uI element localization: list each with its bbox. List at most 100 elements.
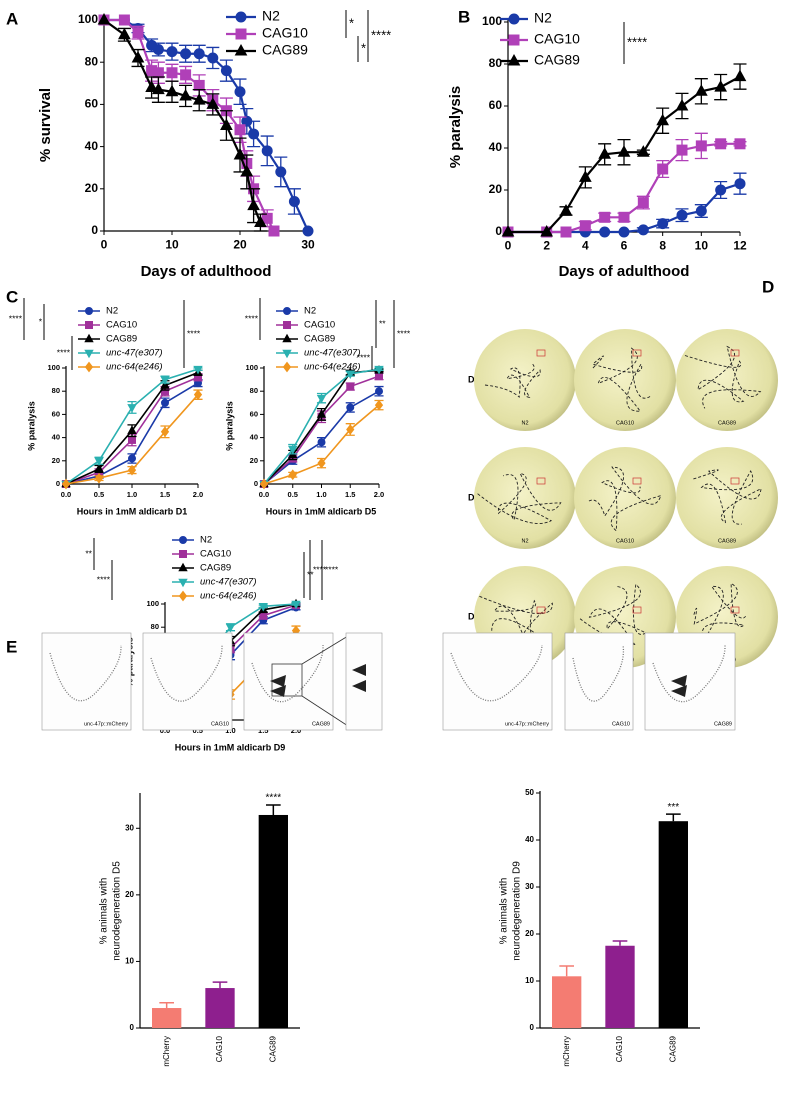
marker [375,387,383,396]
legend-marker [235,11,247,23]
x-axis-label: Hours in 1mM aldicarb D9 [175,742,286,752]
marker [247,198,260,211]
marker [259,478,269,490]
marker [676,144,688,156]
marker [657,218,669,230]
significance-label: **** [245,313,259,323]
marker [61,478,71,490]
significance-label: ** [85,548,92,558]
marker [261,212,273,224]
x-tick-label: CAG89 [668,1035,677,1062]
y-axis-label: neurodegeneration D5 [112,861,123,961]
marker [599,211,611,223]
arrowhead [270,685,286,697]
y-tick-label: 0 [130,1023,135,1032]
marker [345,370,355,380]
x-axis-label: Days of adulthood [559,263,690,280]
legend-marker [508,13,520,25]
marker [193,48,205,60]
neuron-image [243,632,334,731]
marker [180,48,192,60]
x-tick-label: mCherry [562,1036,571,1067]
image-frame [41,632,132,731]
legend-label: unc-64(e246) [106,362,163,373]
marker [127,404,137,413]
y-tick-label: 60 [85,97,99,111]
significance-label: **** [627,34,647,49]
significance-label: **** [57,347,71,357]
image-label: unc-47p::mCherry [505,721,549,727]
row-label: D5 [468,492,480,502]
y-axis-label: % paralysis [26,401,36,451]
x-tick-label: 1.0 [316,490,326,499]
y-axis-label: % animals with [99,878,110,945]
inset-connector [301,635,349,665]
legend-label: CAG89 [304,334,335,345]
legend-label: CAG89 [200,563,231,574]
marker [128,454,136,463]
marker [127,425,137,434]
arrowhead [352,680,366,692]
image-frame [644,632,736,731]
y-tick-label: 60 [250,409,258,418]
plate-image [676,329,778,431]
marker [637,197,649,209]
marker [695,140,707,152]
marker [94,457,104,467]
x-tick-label: 0.5 [94,490,104,499]
legend-label: unc-64(e246) [200,591,257,602]
y-tick-label: 100 [146,599,159,608]
x-axis-label: Days of adulthood [141,263,272,280]
series [61,389,203,490]
x-tick-label: 6 [621,239,628,253]
y-tick-label: 60 [489,98,503,112]
plate [474,447,576,549]
x-tick-label: 10 [165,238,179,252]
plate-label: CAG89 [718,420,736,426]
significance-label: **** [371,27,391,42]
x-tick-label: CAG10 [615,1035,624,1062]
y-tick-label: 50 [525,788,534,797]
arrowhead [352,664,366,676]
image-label: CAG89 [714,721,732,727]
marker [501,224,515,237]
worm-box [730,606,740,614]
marker [220,118,233,130]
marker [127,464,137,476]
x-tick-label: 0.5 [288,490,298,499]
panel-letter: D [762,277,774,296]
plate-label: CAG10 [616,538,634,544]
bar [258,814,288,1028]
significance-label: **** [266,793,282,804]
plate-label: N2 [521,420,528,426]
significance-label: ** [307,569,314,579]
panel-letter: E [6,637,17,656]
inset-image [271,632,383,731]
x-tick-label: 2.0 [291,726,301,735]
marker [152,67,164,79]
marker [733,69,747,82]
marker [132,27,144,39]
marker [258,603,268,612]
marker [225,623,236,633]
marker [302,225,314,237]
neuron-image [644,632,736,731]
x-tick-label: 1.5 [258,726,268,735]
plate-image [676,447,778,549]
marker [193,79,205,91]
marker [636,145,650,157]
marker [599,226,611,238]
y-tick-label: 20 [489,182,503,196]
series [259,365,384,488]
legend-marker [283,307,291,315]
y-tick-label: 20 [85,181,99,195]
y-tick-label: 20 [52,456,60,465]
series [259,399,384,490]
y-axis-label: % paralysis [447,86,464,169]
x-axis-label: Hours in 1mM aldicarb D5 [266,506,377,516]
marker [193,389,203,401]
x-tick-label: 1.0 [127,490,137,499]
marker [166,46,178,58]
panel-letter: B [458,7,470,26]
y-tick-label: 0 [495,224,502,238]
